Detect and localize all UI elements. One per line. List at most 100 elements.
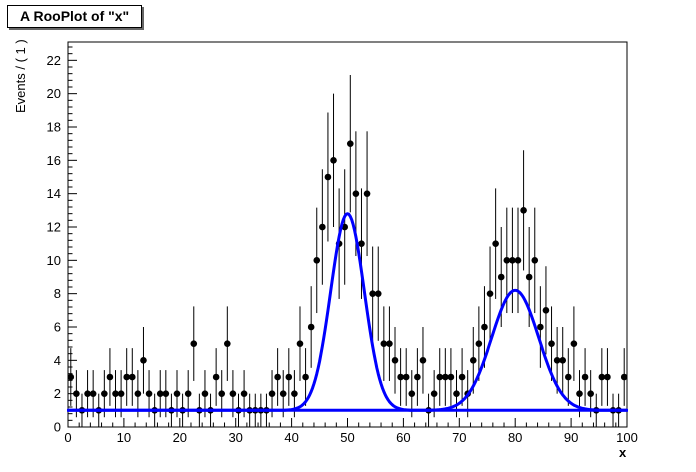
data-marker xyxy=(576,390,583,397)
data-marker xyxy=(442,373,449,381)
data-marker xyxy=(279,390,287,397)
data-marker xyxy=(307,323,315,331)
data-marker xyxy=(531,257,539,264)
data-marker xyxy=(553,357,561,364)
x-tick-label: 10 xyxy=(117,430,131,445)
data-marker xyxy=(537,323,544,331)
data-marker xyxy=(274,373,281,381)
y-tick-label: 12 xyxy=(47,220,61,235)
data-marker xyxy=(117,390,125,397)
data-marker xyxy=(84,390,91,397)
data-marker xyxy=(548,340,555,347)
data-marker xyxy=(285,373,293,381)
data-marker xyxy=(140,357,147,364)
x-tick-label: 40 xyxy=(284,430,298,445)
y-tick-label: 16 xyxy=(47,153,61,168)
data-marker xyxy=(162,390,170,397)
data-marker xyxy=(112,390,119,397)
x-tick-label: 0 xyxy=(64,430,71,445)
data-marker xyxy=(313,257,321,264)
plot-title: A RooPlot of "x" xyxy=(20,8,130,24)
data-marker xyxy=(620,373,628,381)
data-marker xyxy=(268,390,276,397)
data-marker xyxy=(497,273,505,281)
x-tick-label: 20 xyxy=(173,430,187,445)
x-axis-title: x xyxy=(619,445,627,460)
data-marker xyxy=(369,290,376,297)
data-marker xyxy=(156,390,164,397)
data-marker xyxy=(291,390,298,397)
data-marker xyxy=(559,357,567,364)
data-marker xyxy=(469,357,477,364)
model-curve xyxy=(67,212,628,412)
data-marker xyxy=(565,373,572,381)
data-marker xyxy=(598,373,606,381)
data-marker xyxy=(324,173,332,181)
data-marker xyxy=(145,390,153,397)
data-marker xyxy=(492,240,499,247)
y-tick-label: 10 xyxy=(47,253,61,268)
data-marker xyxy=(397,373,404,381)
data-marker xyxy=(73,390,80,397)
x-tick-label: 50 xyxy=(340,430,354,445)
data-marker xyxy=(453,390,460,397)
data-marker xyxy=(296,340,304,347)
x-tick-label: 100 xyxy=(616,430,638,445)
data-marker xyxy=(89,390,97,397)
data-marker xyxy=(458,373,466,381)
y-tick-label: 2 xyxy=(54,386,61,401)
data-marker xyxy=(481,323,488,331)
data-marker xyxy=(408,390,416,397)
data-marker xyxy=(525,273,533,281)
data-marker xyxy=(224,340,231,347)
data-marker xyxy=(134,390,142,397)
data-marker xyxy=(101,390,108,397)
data-marker xyxy=(414,373,421,381)
data-marker xyxy=(229,390,237,397)
data-marker xyxy=(218,390,226,397)
data-marker xyxy=(302,373,309,381)
data-marker xyxy=(212,373,220,381)
data-marker xyxy=(358,240,365,247)
data-marker xyxy=(67,373,75,381)
data-marker xyxy=(201,390,209,397)
data-marker xyxy=(570,340,578,347)
data-marker xyxy=(419,357,427,364)
data-marker xyxy=(123,373,130,381)
y-tick-label: 6 xyxy=(54,320,61,335)
data-marker xyxy=(447,373,455,381)
fit-curves xyxy=(67,212,628,412)
data-marker xyxy=(363,190,371,197)
x-tick-label: 70 xyxy=(452,430,466,445)
x-tick-label: 80 xyxy=(508,430,522,445)
data-marker xyxy=(503,257,511,264)
data-marker xyxy=(352,190,360,197)
data-marker xyxy=(240,390,248,397)
y-tick-label: 20 xyxy=(47,86,61,101)
data-marker xyxy=(475,340,483,347)
data-marker xyxy=(509,257,516,264)
data-marker xyxy=(173,390,181,397)
y-tick-label: 14 xyxy=(47,186,61,201)
x-tick-label: 90 xyxy=(564,430,578,445)
y-tick-label: 22 xyxy=(47,53,61,68)
data-marker xyxy=(330,157,337,164)
data-marker xyxy=(128,373,136,381)
data-marker xyxy=(542,307,550,314)
data-marker xyxy=(514,257,522,264)
data-points xyxy=(67,74,628,427)
plot-title-box: A RooPlot of "x" xyxy=(7,5,143,28)
y-tick-label: 8 xyxy=(54,286,61,301)
y-tick-label: 0 xyxy=(54,420,61,435)
y-tick-label: 4 xyxy=(54,353,61,368)
axes: 0 10 20 30 40 50 60 70 80 90 100 0 2 4 6 8 10 12 14 16 18 20 2… xyxy=(47,41,638,445)
data-marker xyxy=(190,340,198,347)
data-marker xyxy=(402,373,410,381)
data-marker xyxy=(391,357,399,364)
data-marker xyxy=(581,373,589,381)
data-marker xyxy=(319,223,326,231)
y-tick-label: 18 xyxy=(47,120,61,135)
x-tick-label: 30 xyxy=(228,430,242,445)
